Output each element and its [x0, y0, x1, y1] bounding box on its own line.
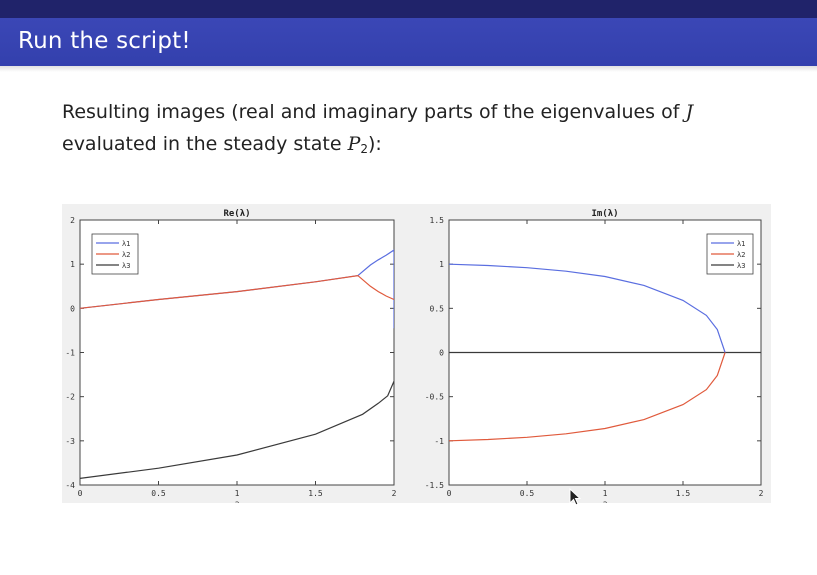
- y-tick-label: 0: [439, 349, 444, 358]
- legend-label: λ3: [122, 262, 131, 270]
- legend-label: λ2: [122, 251, 131, 259]
- series-line-λ3: [80, 380, 394, 479]
- y-tick-label: 0.5: [430, 304, 445, 313]
- y-tick-label: -0.5: [425, 393, 444, 402]
- legend: λ1 λ2 λ3: [706, 233, 754, 275]
- mouse-cursor-icon: [569, 488, 582, 506]
- x-axis-label: a: [235, 499, 240, 503]
- x-tick-label: 1: [603, 489, 608, 498]
- chart-1: Re(λ) 0 0.5 1 1.5 2 a 2 1 0 -1 -2 -3 -4 λ1 λ2 λ3: [65, 209, 396, 503]
- chart-2: Im(λ) 0 0.5 1 1.5 2 a 1.5 1 0.5 0 -0.5 -1 -1.5 λ1 λ2 λ3: [425, 209, 764, 503]
- x-tick-label: 0: [447, 489, 452, 498]
- x-tick-label: 1.5: [308, 489, 323, 498]
- chart-title: Re(λ): [223, 209, 250, 219]
- y-tick-label: 1: [439, 260, 444, 269]
- jacobian-symbol: J: [685, 101, 694, 123]
- slide-title: Run the script!: [18, 28, 191, 54]
- body-line-2: evaluated in the steady state P2):: [62, 128, 782, 165]
- legend-label: λ1: [122, 240, 131, 248]
- legend-label: λ2: [737, 251, 746, 259]
- y-tick-label: 1.5: [430, 216, 445, 225]
- x-tick-label: 2: [392, 489, 397, 498]
- body-line-2-end: ):: [368, 133, 382, 155]
- y-tick-label: 0: [70, 304, 75, 313]
- title-shadow: [0, 66, 817, 72]
- x-tick-label: 2: [759, 489, 764, 498]
- series-line-λ2: [449, 352, 726, 442]
- legend: λ1 λ2 λ3: [91, 233, 139, 275]
- body-line-1: Resulting images (real and imaginary par…: [62, 96, 782, 128]
- slide-body-text: Resulting images (real and imaginary par…: [62, 96, 782, 165]
- legend-label: λ3: [737, 262, 746, 270]
- chart-title: Im(λ): [591, 209, 618, 219]
- figure-canvas: Re(λ) 0 0.5 1 1.5 2 a 2 1 0 -1 -2 -3 -4 λ1 λ2 λ3 Im(λ) 0 0.…: [62, 204, 771, 503]
- steady-state-symbol: P: [347, 133, 361, 155]
- x-tick-label: 0.5: [151, 489, 166, 498]
- series-line-λ2: [80, 274, 394, 309]
- x-tick-label: 0.5: [520, 489, 535, 498]
- x-tick-label: 1: [235, 489, 240, 498]
- x-tick-label: 1.5: [676, 489, 691, 498]
- y-tick-label: -3: [65, 437, 75, 446]
- y-tick-label: -1.5: [425, 481, 444, 490]
- x-axis-label: a: [603, 499, 608, 503]
- y-tick-label: -1: [65, 349, 75, 358]
- y-tick-label: -1: [434, 437, 444, 446]
- slide-title-bar: Run the script!: [0, 18, 817, 66]
- y-tick-label: 2: [70, 216, 75, 225]
- eigenvalue-figure: Re(λ) 0 0.5 1 1.5 2 a 2 1 0 -1 -2 -3 -4 λ1 λ2 λ3 Im(λ) 0 0.…: [62, 204, 771, 503]
- body-line-2-text: evaluated in the steady state: [62, 133, 348, 155]
- series-line-λ1: [449, 263, 726, 353]
- header-top-strip: [0, 0, 817, 18]
- legend-label: λ1: [737, 240, 746, 248]
- body-line-1-text: Resulting images (real and imaginary par…: [62, 101, 686, 123]
- y-tick-label: 1: [70, 260, 75, 269]
- steady-state-subscript: 2: [360, 142, 368, 156]
- y-tick-label: -4: [65, 481, 75, 490]
- y-tick-label: -2: [65, 393, 75, 402]
- x-tick-label: 0: [78, 489, 83, 498]
